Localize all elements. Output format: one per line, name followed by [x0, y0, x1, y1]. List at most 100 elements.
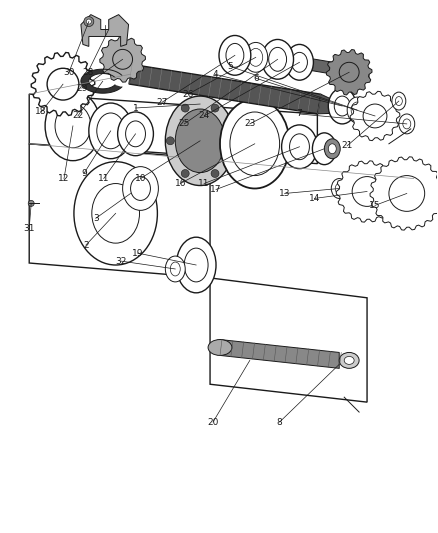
Ellipse shape [312, 133, 336, 165]
Text: 31: 31 [24, 224, 35, 233]
Ellipse shape [334, 96, 350, 116]
Text: 3: 3 [93, 214, 99, 223]
Text: 23: 23 [244, 119, 255, 128]
Ellipse shape [335, 183, 343, 193]
Polygon shape [220, 340, 339, 368]
Ellipse shape [244, 43, 268, 72]
Ellipse shape [123, 167, 159, 211]
Polygon shape [129, 64, 321, 114]
Ellipse shape [328, 144, 336, 154]
Ellipse shape [219, 36, 251, 75]
Polygon shape [326, 50, 372, 95]
Text: 15: 15 [369, 201, 381, 210]
Ellipse shape [396, 96, 403, 106]
Polygon shape [309, 58, 369, 80]
Ellipse shape [290, 134, 309, 160]
Text: 11: 11 [198, 179, 210, 188]
Ellipse shape [165, 96, 235, 185]
Ellipse shape [331, 179, 347, 198]
Polygon shape [100, 36, 145, 82]
Text: 26: 26 [183, 90, 194, 99]
Ellipse shape [74, 161, 157, 265]
Text: 22: 22 [72, 111, 84, 120]
Circle shape [47, 68, 79, 100]
Ellipse shape [351, 102, 363, 118]
Text: 12: 12 [58, 174, 70, 183]
Polygon shape [29, 144, 210, 278]
Text: 21: 21 [342, 141, 353, 150]
Polygon shape [370, 157, 438, 230]
Text: 2: 2 [83, 240, 88, 249]
Ellipse shape [347, 97, 367, 123]
Ellipse shape [89, 103, 133, 159]
Text: 6: 6 [253, 74, 259, 83]
Ellipse shape [92, 183, 140, 243]
Ellipse shape [170, 262, 180, 276]
Circle shape [363, 104, 387, 128]
Circle shape [86, 19, 91, 24]
Text: 14: 14 [309, 194, 320, 203]
Circle shape [166, 137, 174, 145]
Ellipse shape [165, 256, 185, 282]
Text: 25: 25 [179, 119, 190, 128]
Ellipse shape [45, 91, 101, 160]
Ellipse shape [268, 47, 286, 71]
Circle shape [181, 169, 189, 177]
Circle shape [211, 169, 219, 177]
Polygon shape [81, 69, 122, 93]
Text: 16: 16 [174, 179, 186, 188]
Text: 28: 28 [82, 68, 94, 77]
Circle shape [226, 137, 234, 145]
Text: 27: 27 [157, 98, 168, 107]
Ellipse shape [176, 237, 216, 293]
Text: 8: 8 [277, 417, 283, 426]
Text: 4: 4 [212, 70, 218, 79]
Ellipse shape [249, 49, 263, 66]
Text: 20: 20 [207, 417, 219, 426]
Polygon shape [318, 94, 344, 114]
Circle shape [352, 176, 382, 206]
Ellipse shape [292, 52, 307, 72]
Ellipse shape [230, 112, 279, 175]
Circle shape [113, 50, 133, 69]
Ellipse shape [55, 104, 91, 148]
Ellipse shape [392, 92, 406, 110]
Text: 5: 5 [227, 62, 233, 71]
Ellipse shape [324, 139, 340, 159]
Ellipse shape [220, 99, 290, 189]
Text: 17: 17 [210, 185, 222, 194]
Circle shape [339, 62, 359, 82]
Ellipse shape [286, 44, 314, 80]
Ellipse shape [226, 43, 244, 67]
Ellipse shape [403, 119, 411, 129]
Text: 32: 32 [115, 256, 126, 265]
Ellipse shape [328, 88, 356, 124]
Ellipse shape [126, 121, 145, 147]
Circle shape [211, 104, 219, 112]
Text: 1: 1 [133, 103, 138, 112]
Circle shape [28, 200, 34, 206]
Polygon shape [81, 14, 129, 46]
Text: 9: 9 [81, 169, 87, 178]
Circle shape [84, 17, 94, 27]
Polygon shape [350, 91, 400, 141]
Ellipse shape [97, 113, 124, 149]
Polygon shape [31, 52, 95, 116]
Ellipse shape [344, 357, 354, 365]
Text: 29: 29 [76, 84, 88, 93]
Text: 18: 18 [35, 108, 47, 117]
Ellipse shape [208, 340, 232, 356]
Text: 11: 11 [98, 174, 110, 183]
Ellipse shape [175, 109, 225, 173]
Polygon shape [336, 161, 398, 222]
Ellipse shape [184, 248, 208, 282]
Text: 13: 13 [279, 189, 290, 198]
Polygon shape [29, 94, 318, 164]
Polygon shape [210, 278, 367, 402]
Text: 19: 19 [132, 248, 143, 257]
Ellipse shape [118, 112, 153, 156]
Text: 7: 7 [297, 109, 302, 118]
Ellipse shape [262, 39, 293, 79]
Ellipse shape [131, 176, 150, 200]
Text: 30: 30 [63, 68, 75, 77]
